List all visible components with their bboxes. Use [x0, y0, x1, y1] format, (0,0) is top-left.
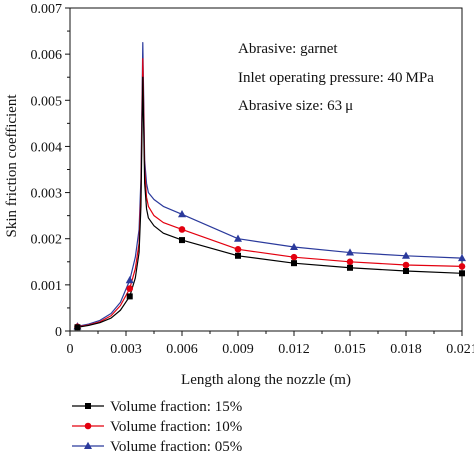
y-tick-label: 0.002 [31, 233, 63, 248]
y-tick-label: 0.007 [31, 2, 63, 17]
y-tick-label: 0.004 [31, 140, 63, 155]
legend-label-1: Volume fraction: 10% [110, 419, 242, 435]
annotation-abrasive: Abrasive: garnet [238, 41, 338, 57]
y-tick-label: 0.006 [31, 48, 63, 63]
x-tick-label: 0.003 [110, 342, 142, 357]
x-tick-label: 0 [67, 342, 74, 357]
series-1-marker [459, 263, 466, 270]
series-1-marker [403, 262, 410, 269]
series-1-marker [347, 258, 354, 265]
series-0-marker [235, 253, 241, 259]
x-tick-label: 0.018 [390, 342, 422, 357]
x-tick-label: 0.021 [446, 342, 474, 357]
annotation-size: Abrasive size: 63 μ [238, 98, 353, 114]
legend-label-0: Volume fraction: 15% [110, 399, 242, 415]
series-0-marker [127, 293, 133, 299]
series-0-marker [291, 260, 297, 266]
x-tick-label: 0.015 [334, 342, 366, 357]
x-tick-label: 0.009 [222, 342, 254, 357]
legend-label-2: Volume fraction: 05% [110, 439, 242, 452]
series-line-0 [77, 77, 462, 327]
series-1-marker [179, 226, 186, 233]
y-tick-label: 0.001 [31, 279, 63, 294]
legend-marker-0 [85, 403, 91, 409]
x-axis-label: Length along the nozzle (m) [181, 372, 351, 388]
legend-marker-1 [85, 423, 92, 430]
series-0-marker [347, 265, 353, 271]
series-0-marker [179, 237, 185, 243]
y-tick-label: 0.005 [31, 94, 63, 109]
series-1-marker [291, 254, 298, 261]
y-axis-label: Skin friction coefficient [4, 94, 20, 238]
x-tick-label: 0.012 [278, 342, 310, 357]
y-tick-label: 0 [55, 325, 62, 340]
series-0-marker [74, 324, 80, 330]
annotation-pressure: Inlet operating pressure: 40 MPa [238, 70, 434, 86]
series-0-marker [459, 270, 465, 276]
x-tick-label: 0.006 [166, 342, 198, 357]
series-1-marker [126, 285, 133, 292]
legend: Volume fraction: 15% Volume fraction: 10%… [72, 399, 242, 452]
series-1-marker [235, 246, 242, 253]
series-0-marker [403, 268, 409, 274]
y-tick-label: 0.003 [31, 187, 63, 202]
